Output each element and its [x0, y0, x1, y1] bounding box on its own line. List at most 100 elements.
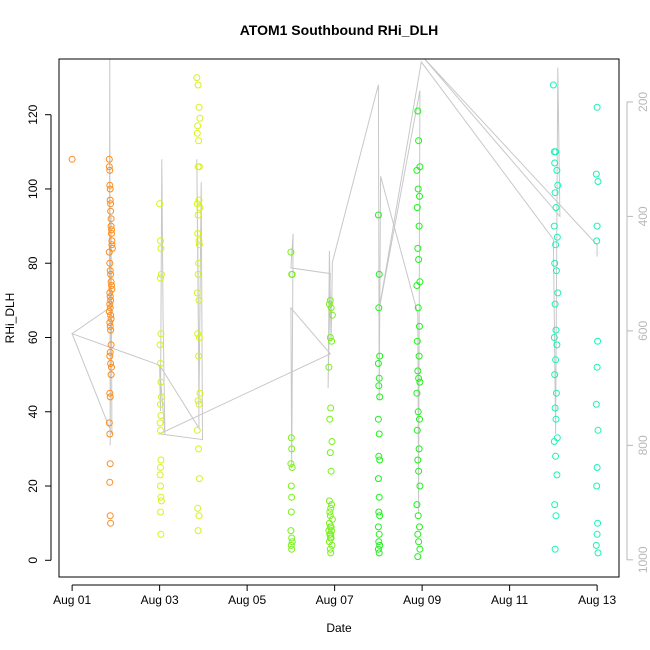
data-point: [106, 300, 114, 308]
data-point: [287, 434, 295, 442]
data-point: [107, 315, 115, 323]
data-point: [157, 508, 164, 516]
data-point: [193, 74, 201, 82]
data-point: [553, 233, 561, 241]
data-point: [196, 114, 204, 122]
data-point: [592, 541, 600, 549]
data-point: [195, 196, 203, 204]
data-point: [193, 129, 201, 137]
data-point: [156, 341, 164, 349]
data-point: [549, 81, 557, 89]
data-point: [552, 356, 560, 364]
data-point: [376, 352, 384, 360]
data-point: [551, 371, 559, 379]
data-point: [375, 430, 383, 438]
data-point: [157, 493, 165, 501]
data-point: [592, 400, 600, 408]
data-point: [415, 445, 423, 453]
x-tick-label: Aug 11: [491, 593, 528, 607]
data-point: [328, 438, 336, 445]
data-point: [375, 530, 383, 538]
data-point: [326, 545, 334, 553]
y-axis-label: RHi_DLH: [3, 293, 17, 344]
data-point: [157, 274, 164, 282]
data-point: [328, 541, 336, 549]
data-point: [415, 374, 423, 382]
x-tick-label: Aug 09: [403, 593, 441, 607]
data-point: [375, 374, 383, 382]
y-axis: 0 20 40 60 80 100 120: [26, 104, 52, 564]
data-point: [196, 389, 204, 397]
data-point: [375, 508, 383, 516]
data-point: [193, 289, 201, 297]
data-point: [106, 430, 114, 438]
data-point: [287, 460, 295, 468]
data-point: [594, 549, 602, 557]
data-point: [107, 519, 115, 527]
data-point: [108, 230, 115, 237]
data-point: [106, 319, 114, 327]
data-point: [195, 512, 203, 520]
data-point: [593, 530, 601, 538]
data-point: [552, 204, 560, 211]
data-point: [157, 530, 165, 538]
data-point: [375, 493, 383, 501]
data-point: [194, 211, 202, 219]
data-point: [195, 137, 203, 145]
data-point: [374, 415, 382, 423]
y-tick-label: 120: [26, 104, 40, 124]
data-point: [107, 341, 115, 349]
data-point: [414, 304, 422, 312]
y-tick-label: 0: [26, 557, 40, 564]
data-point: [156, 471, 164, 479]
data-point: [108, 285, 116, 293]
data-point: [194, 81, 202, 89]
data-point: [594, 426, 602, 434]
data-point: [416, 192, 423, 200]
data-point: [325, 527, 333, 535]
data-point: [107, 278, 115, 286]
data-point: [107, 326, 115, 334]
data-point: [376, 393, 384, 401]
y-tick-label: 40: [26, 405, 40, 419]
data-point: [156, 200, 164, 208]
data-point: [552, 326, 560, 334]
data-point: [193, 426, 201, 434]
y-tick-label: 100: [26, 179, 40, 199]
data-point: [106, 478, 114, 486]
data-point: [196, 204, 204, 211]
data-point: [592, 170, 600, 178]
data-point: [105, 163, 113, 171]
data-point: [551, 404, 559, 412]
pressure-trace-line: [71, 59, 598, 515]
data-point: [415, 538, 423, 546]
data-point: [551, 545, 559, 553]
data-point: [107, 311, 115, 319]
data-point: [194, 230, 202, 237]
data-point: [416, 415, 423, 423]
data-point: [287, 541, 295, 549]
data-point: [157, 426, 164, 434]
data-point: [107, 371, 115, 379]
data-point: [106, 259, 114, 267]
x-axis-label: Date: [326, 621, 352, 635]
data-point: [287, 482, 295, 490]
data-point: [326, 334, 334, 341]
data-point: [376, 456, 384, 464]
data-point: [374, 360, 382, 367]
data-point: [105, 248, 113, 256]
data-point: [594, 519, 602, 527]
data-point: [553, 166, 561, 174]
data-point: [195, 475, 203, 483]
pressure-tick-label: 400: [636, 206, 650, 226]
data-point: [413, 426, 421, 434]
data-point: [552, 267, 560, 275]
data-point: [374, 475, 382, 483]
data-point: [195, 334, 203, 341]
data-point: [106, 322, 114, 330]
data-point: [106, 196, 114, 204]
data-point: [415, 222, 423, 230]
data-point: [414, 185, 422, 193]
pressure-tick-label: 200: [636, 92, 650, 112]
data-point: [414, 107, 422, 115]
